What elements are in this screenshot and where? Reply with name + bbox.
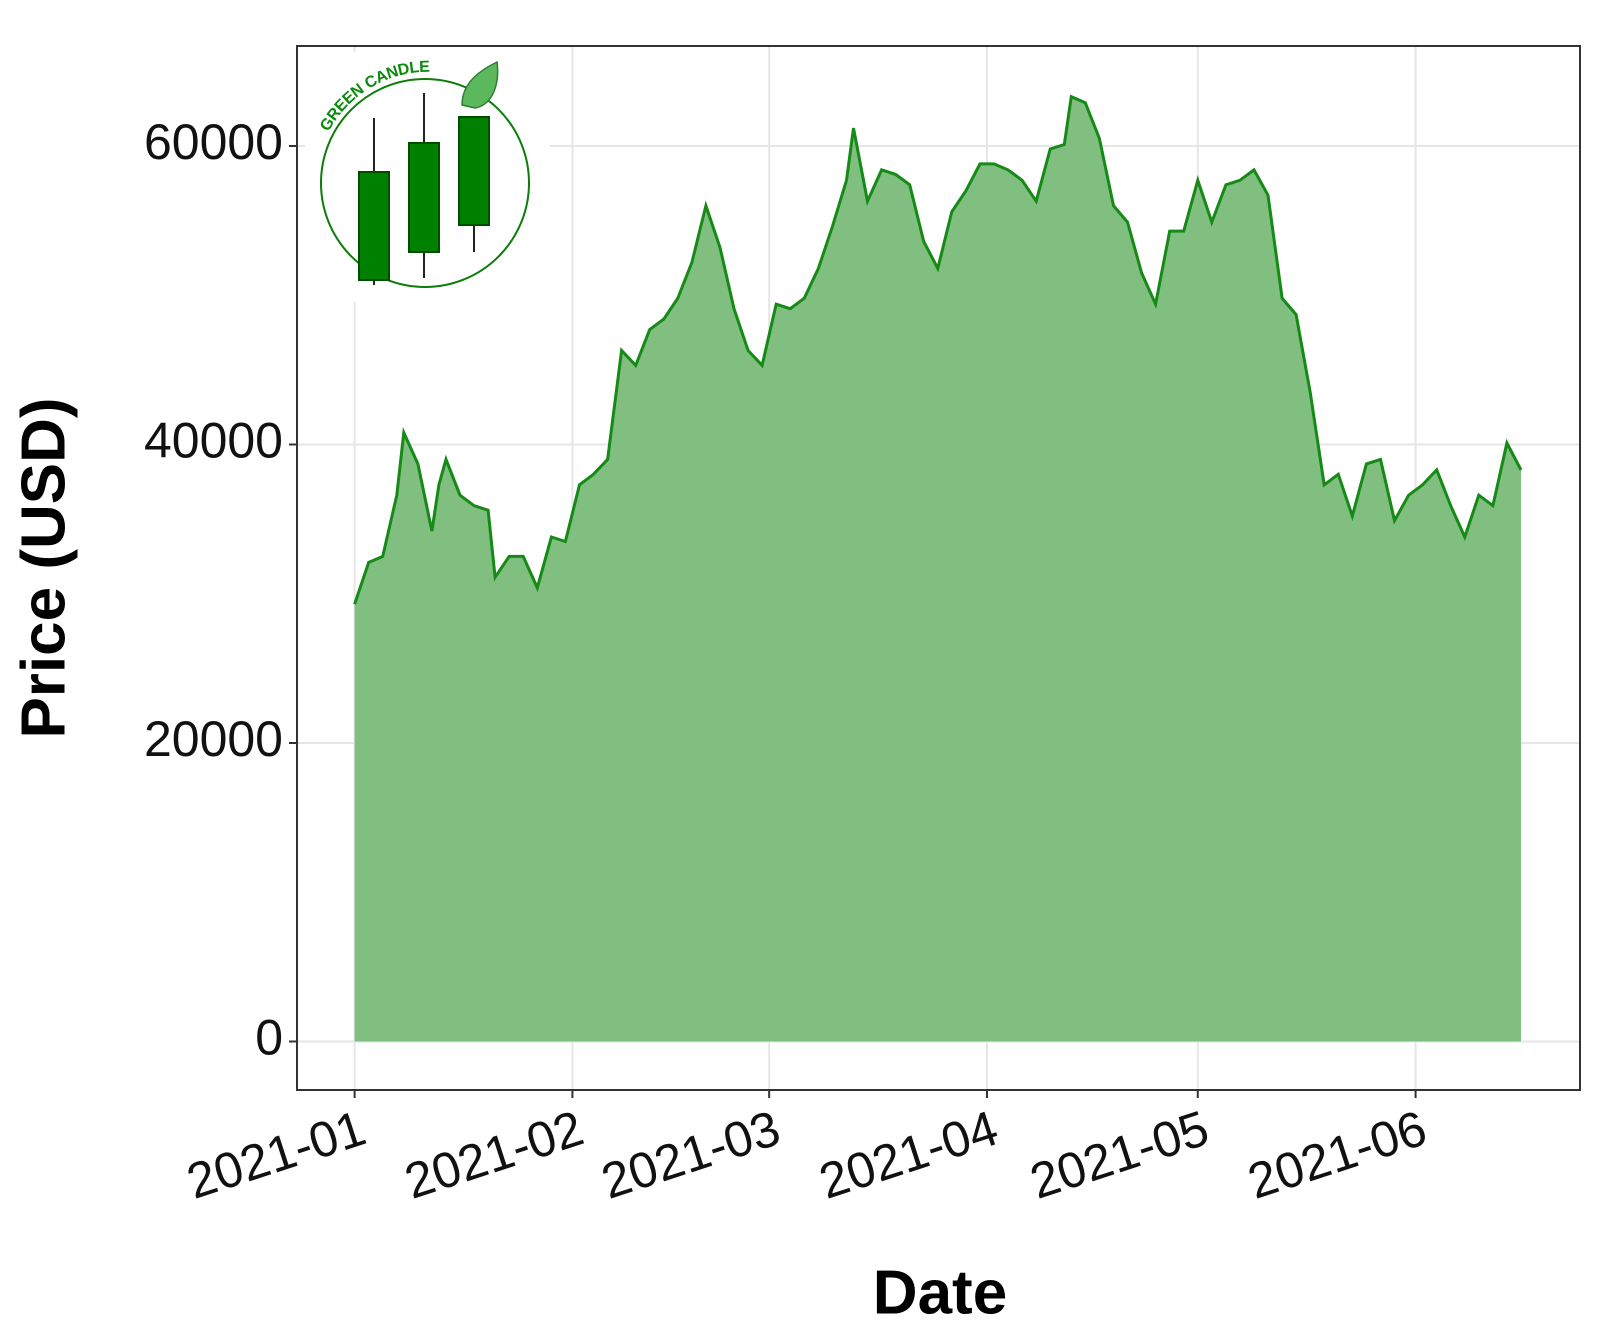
y-tick-label: 40000 [144, 413, 283, 469]
x-tick-label: 2021-04 [813, 1100, 1005, 1210]
x-tick-label: 2021-01 [180, 1100, 372, 1210]
x-tick-label: 2021-02 [398, 1100, 590, 1210]
logo-candle [358, 171, 390, 281]
x-tick-label: 2021-05 [1023, 1100, 1215, 1210]
y-tick-label: 20000 [144, 711, 283, 767]
y-tick-label: 60000 [144, 114, 283, 170]
line [353, 94, 1523, 605]
logo: GREEN CANDLE [305, 52, 550, 302]
y-axis-label: Price (USD) [9, 397, 78, 738]
area [354, 96, 1522, 1042]
y-tick-label: 0 [255, 1010, 283, 1066]
x-axis-label: Date [873, 1258, 1007, 1327]
logo-leaf [461, 60, 499, 109]
logo-candle [458, 116, 490, 226]
x-tick-label: 2021-06 [1241, 1100, 1433, 1210]
logo-candle [408, 142, 440, 253]
logo-ring [320, 78, 530, 288]
plot-border [296, 45, 1581, 1091]
x-tick-label: 2021-03 [595, 1100, 787, 1210]
